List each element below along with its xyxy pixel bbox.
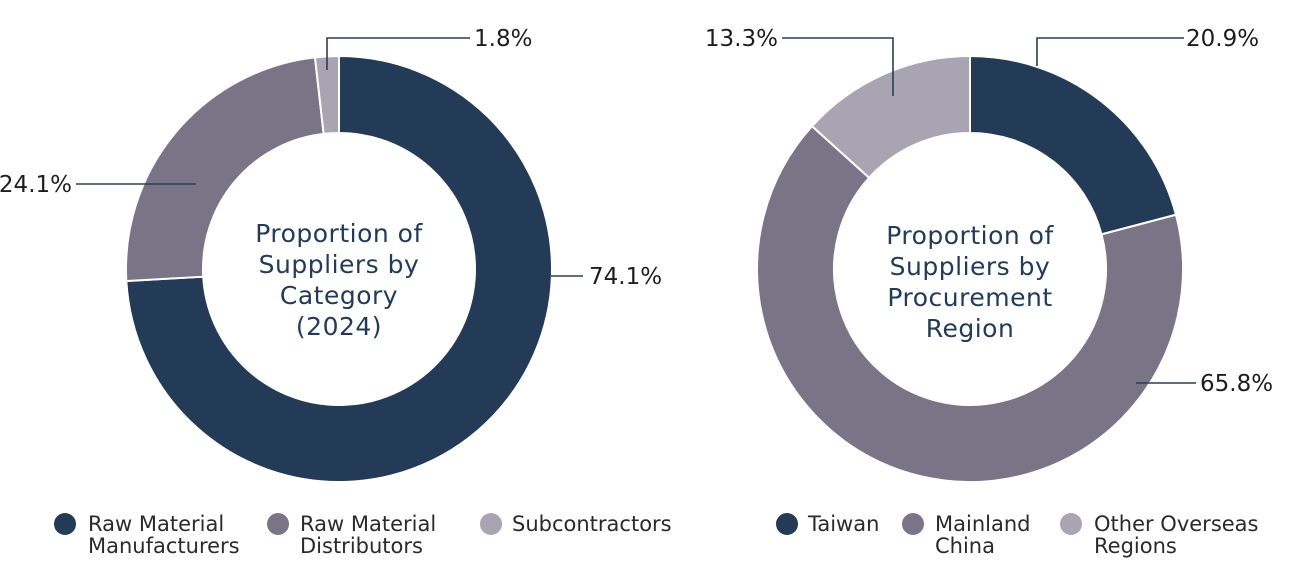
- slice-raw-material-manufacturers: [125, 54, 553, 483]
- supplier-category-donut-chart: 74.1% 24.1% 1.8% Proportion of Suppliers by C…: [0, 26, 672, 558]
- legend-swatch-taiwan: [776, 513, 798, 535]
- legend-swatch-raw-material-distributors: [267, 513, 289, 535]
- leader-line-taiwan: [1036, 37, 1184, 66]
- legend-label-taiwan: Taiwan: [807, 512, 879, 536]
- legend-label-raw-material-manufacturers: Raw Material Manufacturers: [88, 512, 240, 558]
- legend-swatch-other-overseas-regions: [1060, 513, 1082, 535]
- slice-other-overseas-regions: [810, 54, 971, 180]
- legend-label-mainland-china: Mainland China: [935, 512, 1030, 558]
- legend-label-raw-material-distributors: Raw Material Distributors: [300, 512, 436, 558]
- slice-mainland-china: [755, 124, 1184, 483]
- chart-center-title: Proportion of Suppliers by Category (2024): [255, 219, 423, 341]
- leader-line-subcontractors: [326, 37, 470, 70]
- procurement-region-donut-chart: 20.9% 65.8% 13.3% Proportion of Suppliers by…: [705, 26, 1273, 558]
- value-label-mainland-china: 65.8%: [1200, 371, 1273, 397]
- legend-label-other-overseas-regions: Other Overseas Regions: [1094, 512, 1258, 558]
- legend-swatch-subcontractors: [480, 513, 502, 535]
- slice-taiwan: [969, 54, 1178, 236]
- value-label-taiwan: 20.9%: [1186, 26, 1259, 52]
- value-label-subcontractors: 1.8%: [474, 26, 532, 52]
- legend-swatch-raw-material-manufacturers: [54, 513, 76, 535]
- legend-swatch-mainland-china: [902, 513, 924, 535]
- legend-label-subcontractors: Subcontractors: [512, 512, 672, 536]
- value-label-raw-material-manufacturers: 74.1%: [589, 264, 662, 290]
- leader-line-other-overseas-regions: [782, 37, 894, 96]
- chart-center-title: Proportion of Suppliers by Procurement Regi…: [886, 221, 1054, 343]
- slice-raw-material-distributors: [124, 56, 325, 283]
- slice-subcontractors: [313, 54, 340, 135]
- value-label-raw-material-distributors: 24.1%: [0, 172, 72, 198]
- value-label-other-overseas-regions: 13.3%: [705, 26, 778, 52]
